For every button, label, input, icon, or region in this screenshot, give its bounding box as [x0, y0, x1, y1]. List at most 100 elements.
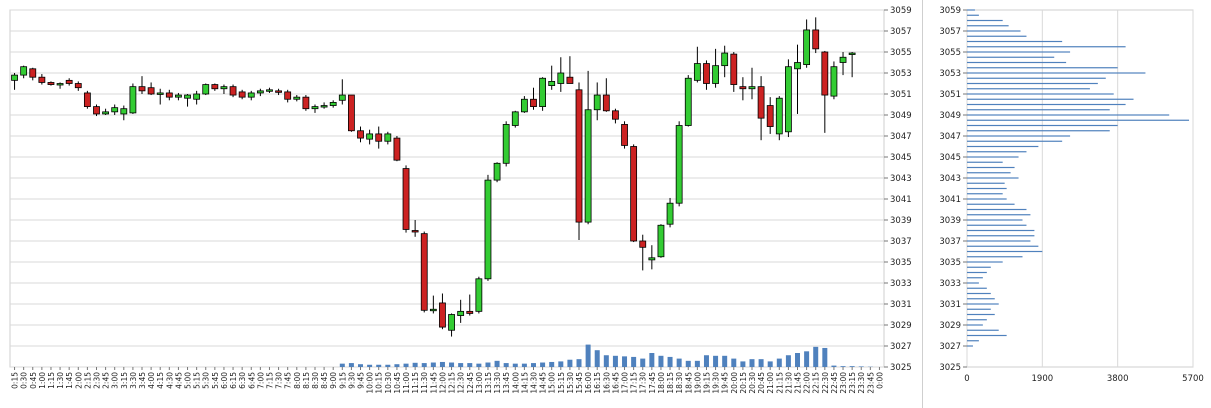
volume-bar [795, 353, 801, 367]
candle-body [657, 224, 665, 258]
y-tick-label: 3027 [890, 342, 912, 352]
candle [165, 89, 173, 101]
candle-body [202, 84, 210, 95]
candle [29, 67, 37, 81]
candle-body [402, 168, 410, 230]
profile-bar [967, 208, 1027, 211]
candle [147, 82, 155, 96]
x-tick-label: 0:00 [875, 372, 884, 389]
x-tick-label: 18:00 [657, 372, 666, 394]
profile-bar [967, 156, 1019, 158]
volume-bar [667, 356, 673, 367]
candle [120, 105, 128, 121]
candles [11, 17, 856, 337]
candle-body [457, 310, 465, 316]
y-tick-label: 3037 [939, 237, 961, 247]
candle-body [329, 102, 337, 106]
profile-bar [967, 266, 991, 268]
x-tick-label: 10:45 [393, 372, 402, 394]
x-tick-label: 19:45 [721, 372, 730, 394]
candle-body [65, 79, 73, 84]
candle [493, 162, 501, 183]
y-tick-label: 3029 [890, 321, 912, 331]
candle [757, 76, 765, 141]
x-tick-label: 1900 [1032, 374, 1054, 384]
candle-body [220, 86, 228, 90]
candle-body [229, 86, 237, 96]
volume-bar [649, 353, 655, 367]
candle-body [320, 105, 328, 108]
profile-bar [967, 46, 1126, 48]
candlestick-chart: 3059 3057 3055 3053 3051 3049 3047 3045 3043 3041… [9, 6, 912, 394]
x-tick-label: 18:15 [666, 372, 675, 394]
candle [329, 100, 337, 108]
candle-body [193, 93, 201, 100]
x-tick-label: 11:15 [411, 372, 420, 394]
profile-bar [967, 229, 1035, 232]
candle-body [247, 92, 255, 98]
volume-bar [722, 355, 728, 367]
candle-body [357, 130, 364, 139]
candle-body [766, 105, 774, 127]
candle [511, 110, 519, 128]
candle [211, 83, 219, 91]
candle [429, 295, 437, 314]
volume-bar [658, 355, 664, 367]
volume-bar [494, 360, 500, 367]
profile-bar [967, 203, 1015, 205]
x-tick-label: 20:00 [730, 372, 739, 394]
volume-bar [403, 363, 409, 367]
candle-body [165, 92, 173, 98]
x-tick-label: 20:15 [739, 372, 748, 394]
volume-bar [467, 363, 473, 367]
volume-bar [576, 359, 582, 367]
profile-bar [967, 329, 999, 331]
candle [794, 44, 801, 114]
candle [530, 87, 537, 110]
candle-body [11, 74, 18, 81]
x-tick-label: 11:30 [420, 372, 429, 394]
profile-bar [967, 119, 1190, 121]
x-tick-label: 7:30 [275, 372, 284, 389]
x-tick-label: 3:00 [111, 372, 120, 389]
x-tick-label: 19:15 [702, 372, 711, 394]
profile-bar [967, 82, 1098, 85]
x-tick-label: 17:15 [630, 372, 639, 394]
candle-body [803, 29, 811, 66]
candle-body [675, 125, 683, 204]
candle-body [138, 86, 146, 92]
volume-bar [567, 359, 573, 367]
profile-bar [967, 19, 1003, 22]
x-tick-label: 5:30 [202, 372, 211, 389]
volume-profile-chart: 3059 3057 3055 3053 3051 3049 3047 3045 3043 3041… [939, 6, 1203, 384]
candle [393, 136, 401, 162]
candle [785, 59, 792, 138]
candle [38, 74, 46, 85]
x-tick-label: 9:00 [329, 372, 338, 389]
candle [11, 73, 18, 90]
profile-bar [967, 161, 1003, 163]
profile-price-axis: 3059 3057 3055 3053 3051 3049 3047 3045 3043 3041… [939, 6, 967, 373]
profile-bar [967, 51, 1071, 53]
y-tick-label: 3033 [890, 279, 912, 289]
y-tick-label: 3041 [939, 195, 961, 205]
candle-body [266, 89, 273, 92]
profile-bar [967, 282, 979, 284]
candle-body [757, 86, 765, 119]
candle-body [129, 86, 137, 114]
x-tick-label: 18:30 [675, 372, 684, 394]
y-tick-label: 3049 [890, 111, 912, 121]
x-tick-label: 0 [964, 374, 969, 384]
y-tick-label: 3035 [939, 258, 961, 268]
candle [129, 83, 137, 114]
profile-bar [967, 235, 1035, 237]
candle [65, 78, 73, 86]
volume-bar [740, 361, 746, 367]
panel-divider [922, 0, 923, 408]
candle-body [794, 62, 801, 70]
y-tick-label: 3045 [890, 153, 912, 163]
profile-bar [967, 35, 1027, 37]
x-tick-label: 19:00 [693, 372, 702, 394]
candle-body [830, 66, 838, 97]
candle-body [739, 86, 747, 90]
